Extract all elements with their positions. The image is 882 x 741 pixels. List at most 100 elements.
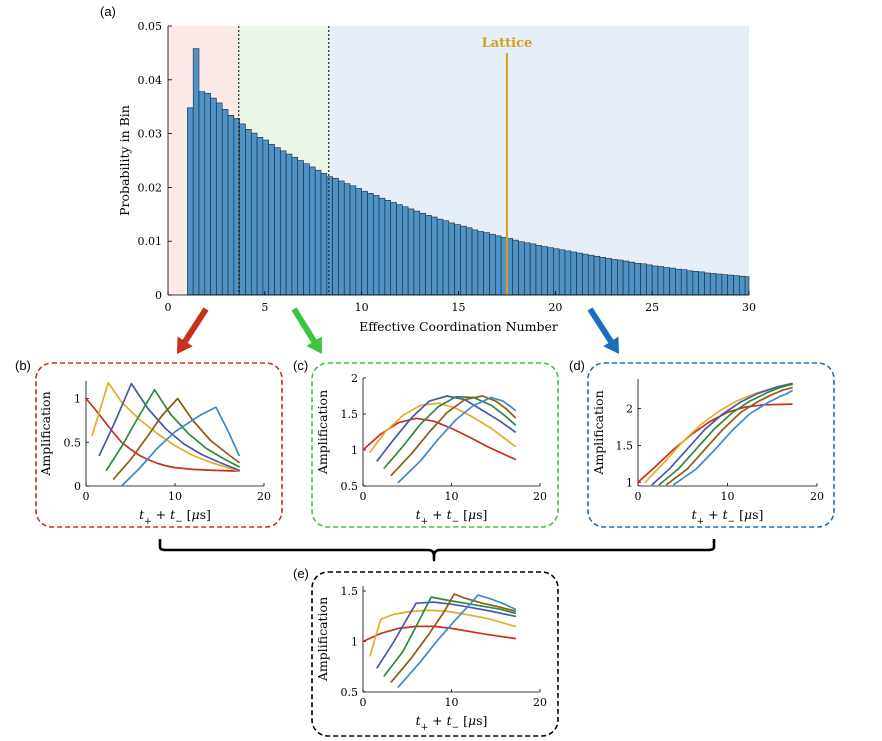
panel-label-d: (d) [569,358,585,373]
histogram-bar [262,139,270,296]
histogram-bar [570,251,577,296]
histogram-bar [280,150,287,296]
histogram-bar [372,195,380,296]
histogram-bar [396,204,403,296]
series-line [91,381,240,472]
histogram-bar [541,246,548,296]
x-axis-label: t+ + t− [μs] [416,507,488,527]
y-tick-label: 0.5 [64,436,82,449]
series-line [85,397,240,472]
x-axis-label: Effective Coordination Number [359,319,558,334]
y-tick-label: 1 [351,444,358,457]
histogram-bar [529,243,537,296]
series-line [376,601,517,669]
panel-d: 0 10 20 1 1.5 2 t+ + t− [μs] Amplification [587,362,835,528]
histogram-bar [198,91,206,296]
x-tick-label: 20 [810,490,824,503]
x-tick-label: 10 [445,490,459,503]
x-tick-label: 30 [742,301,756,314]
histogram-bar [285,153,293,296]
panel-b: 0 10 20 0 0.5 1 t+ + t− [μs] Amplification [35,362,283,528]
combine-brace [158,539,716,562]
histogram-bar [309,166,316,296]
panel-label-c: (c) [293,358,309,373]
arrow-shape [587,307,619,354]
histogram-bar [582,253,589,296]
arrow-shape [177,307,209,354]
y-tick-label: 0.5 [341,480,359,493]
series-line [390,593,517,683]
histogram-bar [448,222,455,296]
histogram-bar [535,245,543,296]
histogram-bar [349,185,357,296]
x-tick-label: 10 [168,490,182,503]
histogram-bar [553,248,560,296]
series-line [665,387,793,486]
y-tick-label: 0.03 [138,128,163,141]
histogram-bar [704,272,711,296]
histogram-bar [547,247,554,296]
histogram-bar [402,206,409,296]
y-axis-label: Amplification [315,390,330,475]
x-tick-label: 5 [261,301,268,314]
y-tick-label: 0.05 [138,20,163,33]
series-line [651,382,793,486]
histogram-bar [558,249,566,296]
panel-label-e: (e) [293,566,309,581]
panel-label-a: (a) [100,4,116,19]
y-axis-label: Amplification [591,390,606,475]
histogram-bar [686,270,694,296]
x-axis-label: t+ + t− [μs] [139,507,211,527]
panel-frame-e [311,571,559,737]
series-line [383,596,517,677]
histogram-bar [564,250,572,296]
histogram-bar [651,265,659,296]
histogram-bar [524,242,531,296]
x-tick-label: 0 [360,696,367,709]
histogram-bar [460,225,467,296]
histogram-bar [489,233,496,296]
x-tick-label: 15 [452,301,466,314]
histogram-bar [192,48,200,296]
x-tick-label: 0 [83,490,90,503]
histogram-bar [611,259,618,296]
histogram-bar [605,258,612,296]
arrow-to-panel-b [177,307,209,354]
histogram-bar [355,188,362,296]
histogram-bar [698,271,705,296]
series-line [397,396,517,484]
y-tick-label: 1 [351,636,358,649]
histogram-bar [739,275,746,296]
x-axis-label: t+ + t− [μs] [692,507,764,527]
histogram-bar [733,275,740,296]
histogram-bar [343,183,351,296]
x-tick-label: 20 [548,301,562,314]
arrow-to-panel-d [587,307,619,354]
histogram-bar [332,177,339,296]
histogram-bar [634,262,641,296]
histogram-bar [413,210,421,296]
x-tick-label: 20 [257,490,271,503]
histogram-bar [518,241,525,296]
histogram-bar [640,263,647,296]
histogram-bar [587,254,595,296]
x-tick-label: 10 [445,696,459,709]
histogram-bar [314,169,322,296]
histogram-bar [303,163,310,296]
histogram-bar [367,193,374,296]
series-line [98,382,240,472]
series-line [397,594,517,688]
x-tick-label: 25 [645,301,659,314]
histogram-bar [442,220,450,296]
histogram-bar [210,97,217,296]
y-tick-label: 1.5 [341,408,359,421]
histogram-bar [593,255,601,296]
histogram-bar [454,224,461,296]
histogram-bar [663,267,670,296]
panel-frame-b [35,362,283,528]
histogram-bar [494,235,502,296]
y-tick-label: 0 [155,289,162,302]
histogram-bar [216,102,223,296]
x-axis-label: t+ + t− [μs] [416,713,488,733]
